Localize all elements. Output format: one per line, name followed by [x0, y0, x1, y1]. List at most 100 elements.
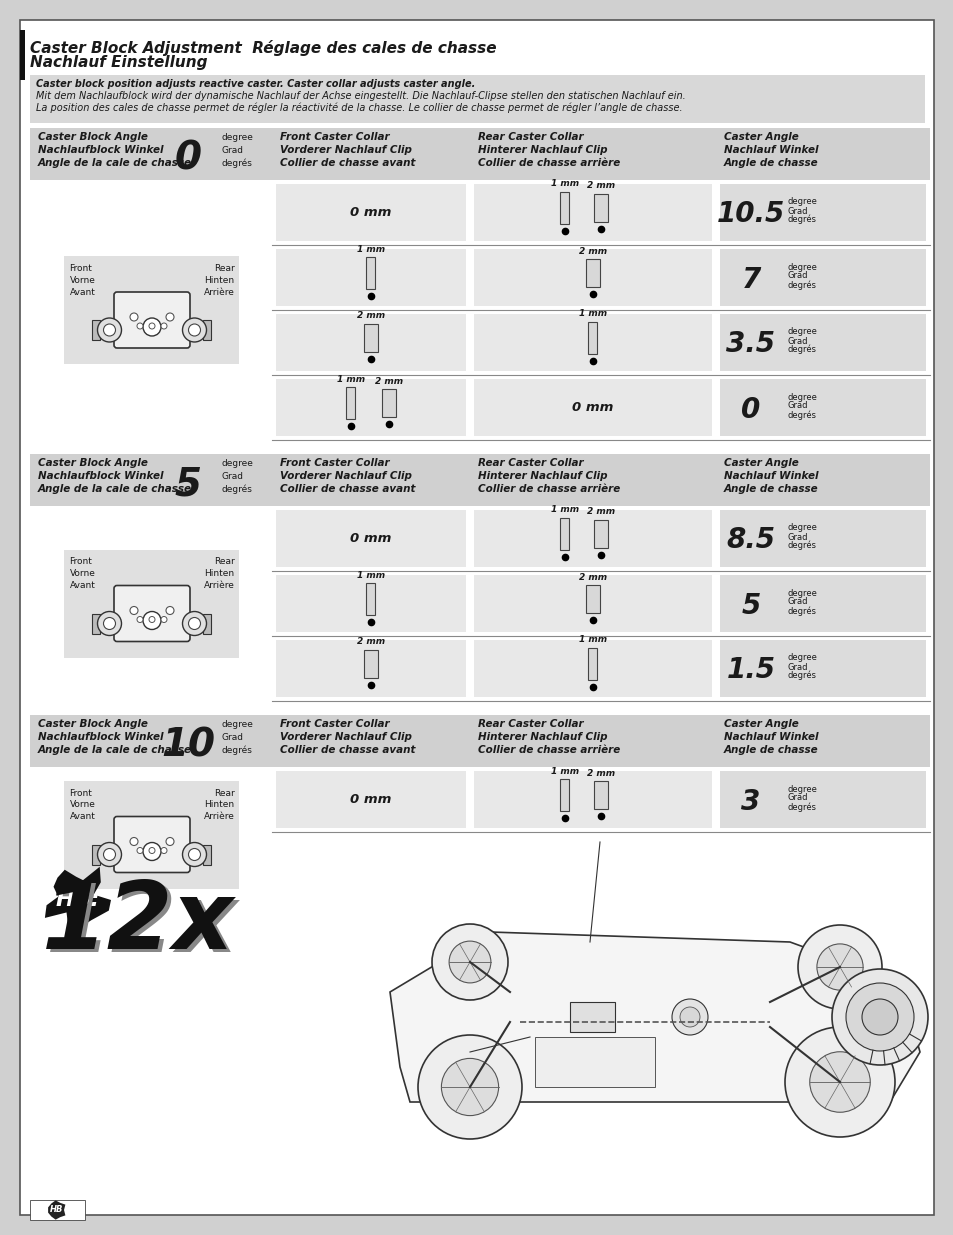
Text: Grad: Grad	[787, 532, 807, 541]
Text: Nachlauf Winkel: Nachlauf Winkel	[723, 471, 818, 480]
Text: 7: 7	[740, 266, 760, 294]
Text: degrés: degrés	[787, 671, 816, 680]
Bar	[275, 249, 465, 306]
Text: 1 mm: 1 mm	[356, 571, 385, 579]
Bar	[366, 257, 375, 289]
Bar	[594, 781, 607, 809]
Text: 0 mm: 0 mm	[350, 206, 392, 219]
Text: degree: degree	[787, 393, 817, 401]
Text: degrés: degrés	[787, 215, 816, 225]
Text: Caster Angle: Caster Angle	[723, 458, 798, 468]
Circle shape	[149, 847, 154, 853]
FancyBboxPatch shape	[113, 585, 190, 641]
Bar	[588, 321, 597, 353]
Circle shape	[417, 1035, 521, 1139]
Bar	[272, 454, 470, 506]
Text: Grad: Grad	[787, 794, 807, 803]
Text: degree: degree	[787, 263, 817, 272]
Circle shape	[130, 837, 138, 846]
Text: 2 mm: 2 mm	[356, 637, 385, 646]
Text: Front
Vorne
Avant: Front Vorne Avant	[70, 557, 95, 590]
Text: Hinterer Nachlauf Clip: Hinterer Nachlauf Clip	[477, 471, 607, 480]
Text: Nachlaufblock Winkel: Nachlaufblock Winkel	[38, 471, 163, 480]
Text: degree: degree	[787, 327, 817, 336]
Text: Grad: Grad	[222, 734, 244, 742]
Circle shape	[97, 317, 121, 342]
Text: degree: degree	[787, 198, 817, 206]
Circle shape	[816, 944, 862, 990]
Bar	[720, 576, 925, 632]
Circle shape	[137, 616, 143, 622]
Bar	[275, 510, 465, 567]
Text: 0 mm: 0 mm	[350, 793, 392, 806]
Text: Nachlaufblock Winkel: Nachlaufblock Winkel	[38, 144, 163, 156]
Text: Vorderer Nachlauf Clip: Vorderer Nachlauf Clip	[280, 471, 412, 480]
Circle shape	[130, 312, 138, 321]
Bar	[474, 640, 711, 697]
Polygon shape	[48, 1200, 66, 1220]
Text: 12x: 12x	[46, 881, 238, 972]
Bar	[474, 379, 711, 436]
Text: 1 mm: 1 mm	[578, 636, 606, 645]
Text: Angle de la cale de chasse: Angle de la cale de chasse	[38, 745, 192, 755]
Circle shape	[845, 983, 913, 1051]
Text: Caster Block Adjustment  Réglage des cales de chasse: Caster Block Adjustment Réglage des cale…	[30, 40, 497, 56]
Text: Collier de chasse avant: Collier de chasse avant	[280, 745, 416, 755]
Circle shape	[797, 925, 882, 1009]
Bar	[203, 845, 212, 864]
Text: Angle de la cale de chasse: Angle de la cale de chasse	[38, 484, 192, 494]
Text: 10: 10	[161, 726, 214, 764]
Text: degree: degree	[222, 459, 253, 468]
Text: degrés: degrés	[222, 746, 253, 755]
Circle shape	[149, 324, 154, 329]
Text: Grad: Grad	[787, 336, 807, 346]
Text: 1.5: 1.5	[726, 657, 775, 684]
Text: degrés: degrés	[222, 158, 253, 168]
Circle shape	[103, 618, 115, 630]
Text: Collier de chasse avant: Collier de chasse avant	[280, 484, 416, 494]
Text: Collier de chasse arrière: Collier de chasse arrière	[477, 745, 619, 755]
Text: Front
Vorne
Avant: Front Vorne Avant	[70, 264, 95, 296]
Bar	[720, 249, 925, 306]
Text: 1 mm: 1 mm	[551, 505, 578, 515]
Bar	[720, 314, 925, 370]
Text: 1 mm: 1 mm	[356, 245, 385, 253]
Circle shape	[161, 616, 167, 622]
Circle shape	[103, 324, 115, 336]
Bar	[474, 184, 711, 241]
Bar	[470, 715, 716, 767]
Text: degrés: degrés	[222, 484, 253, 494]
Text: Hinterer Nachlauf Clip: Hinterer Nachlauf Clip	[477, 732, 607, 742]
Polygon shape	[45, 867, 111, 937]
Text: 2 mm: 2 mm	[586, 182, 615, 190]
Circle shape	[143, 842, 161, 861]
Text: 2 mm: 2 mm	[586, 768, 615, 778]
Bar	[65, 781, 239, 888]
Text: Caster Block Angle: Caster Block Angle	[38, 719, 148, 729]
Bar	[474, 510, 711, 567]
Bar	[30, 454, 272, 506]
Text: HB: HB	[51, 1205, 64, 1214]
Bar	[474, 576, 711, 632]
Polygon shape	[390, 932, 919, 1102]
Bar	[272, 128, 470, 180]
Text: 5: 5	[740, 592, 760, 620]
Text: Grad: Grad	[787, 598, 807, 606]
Text: 2 mm: 2 mm	[586, 508, 615, 516]
Circle shape	[166, 312, 173, 321]
Bar	[569, 1002, 615, 1032]
Circle shape	[161, 847, 167, 853]
Text: degrés: degrés	[787, 606, 816, 615]
Text: Rear
Hinten
Arrière: Rear Hinten Arrière	[203, 557, 234, 590]
Text: degree: degree	[222, 133, 253, 142]
Text: Caster block position adjusts reactive caster. Caster collar adjusts caster angl: Caster block position adjusts reactive c…	[36, 79, 475, 89]
Circle shape	[166, 837, 173, 846]
Bar	[720, 184, 925, 241]
Text: 0 mm: 0 mm	[572, 401, 613, 414]
Text: Nachlauf Winkel: Nachlauf Winkel	[723, 732, 818, 742]
Text: 3: 3	[740, 788, 760, 815]
Text: Nachlauf Winkel: Nachlauf Winkel	[723, 144, 818, 156]
Text: Angle de chasse: Angle de chasse	[723, 745, 818, 755]
Circle shape	[189, 618, 200, 630]
Bar	[30, 128, 272, 180]
